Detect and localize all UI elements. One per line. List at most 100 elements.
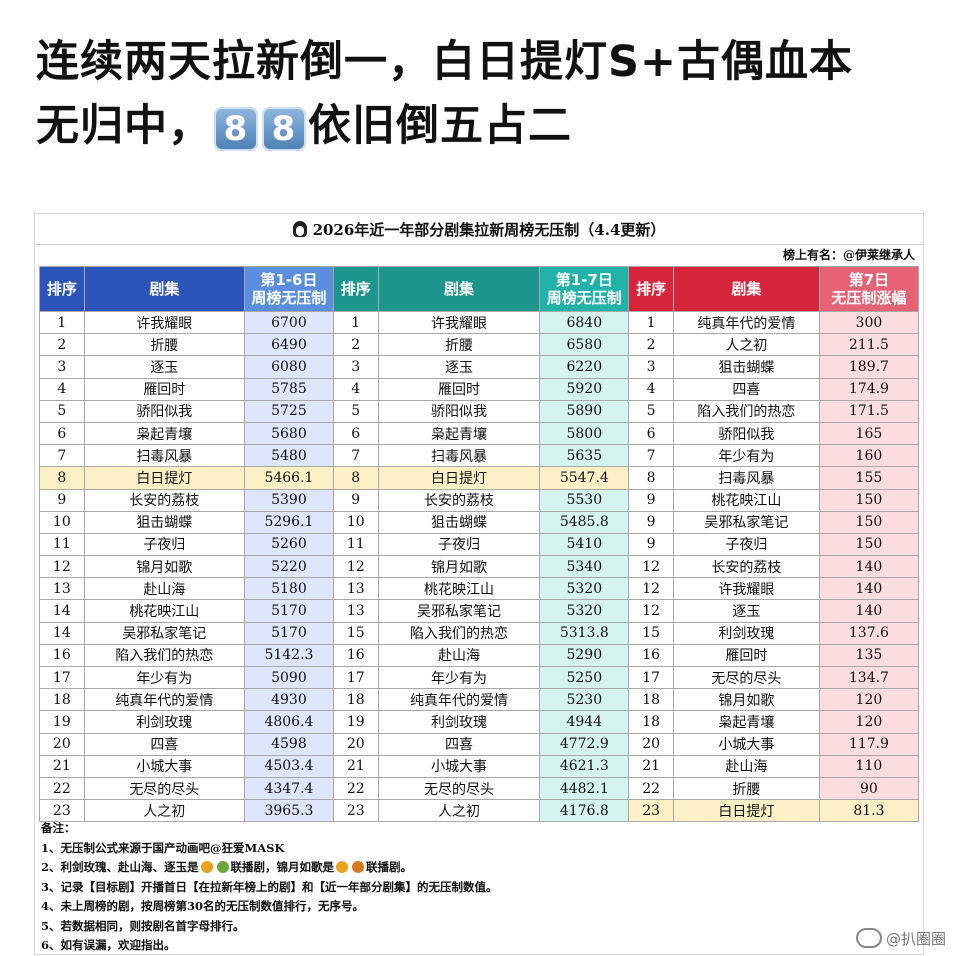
table-cell: 许我耀眼 <box>672 577 820 601</box>
table-row: 6 枭起青壤 5680 6 枭起青壤 5800 6 骄阳似我 165 <box>39 421 920 446</box>
table-cell: 6080 <box>243 355 334 379</box>
card-title: 2026年近一年部分剧集拉新周榜无压制（4.4更新） <box>35 216 923 245</box>
table-cell: 四喜 <box>672 377 820 401</box>
table-row: 22 无尽的尽头 4347.4 22 无尽的尽头 4482.1 22 折腰 90 <box>39 776 920 801</box>
table-cell: 雁回时 <box>83 377 245 401</box>
table-cell: 5320 <box>539 577 630 601</box>
table-cell: 150 <box>818 488 920 512</box>
headline-line1: 连续两天拉新倒一，白日提灯S+古偶血本 <box>36 37 853 87</box>
table-cell: 189.7 <box>818 355 920 379</box>
table-cell: 赴山海 <box>83 577 245 601</box>
table-cell: 17 <box>332 665 379 690</box>
table-cell: 枭起青壤 <box>672 710 820 734</box>
table-cell: 陷入我们的热恋 <box>377 621 541 645</box>
table-cell: 150 <box>818 532 920 557</box>
headline-line2: 无归中， 8 8 依旧倒五占二 <box>36 94 936 158</box>
table-cell: 桃花映江山 <box>83 599 245 623</box>
table-cell: 子夜归 <box>83 532 245 557</box>
table-cell: 6700 <box>243 310 334 335</box>
header-day1-7: 第1-7日 周榜无压制 <box>539 266 630 312</box>
table-cell: 140 <box>818 577 920 601</box>
table-cell: 4621.3 <box>539 754 630 778</box>
table-cell: 利剑玫瑰 <box>83 710 245 734</box>
table-cell: 21 <box>628 754 674 778</box>
table-cell: 22 <box>628 776 674 801</box>
table-cell: 5485.8 <box>539 510 630 534</box>
table-cell: 4806.4 <box>243 710 334 734</box>
table-row: 5 骄阳似我 5725 5 骄阳似我 5890 5 陷入我们的热恋 171.5 <box>39 399 920 423</box>
table-cell: 逐玉 <box>377 355 541 379</box>
table-row: 2 折腰 6490 2 折腰 6580 2 人之初 211.5 <box>39 333 920 357</box>
table-cell: 狙击蝴蝶 <box>672 355 820 379</box>
table-row: 18 纯真年代的爱情 4930 18 纯真年代的爱情 5230 18 锦月如歌 120 <box>39 688 920 712</box>
table-cell: 长安的荔枝 <box>83 488 245 512</box>
table-cell: 12 <box>39 555 85 579</box>
table-cell: 15 <box>332 621 379 645</box>
table-cell: 扫毒风暴 <box>83 444 245 468</box>
table-cell: 13 <box>39 577 85 601</box>
table-cell: 无尽的尽头 <box>83 776 245 801</box>
table-cell: 6 <box>332 421 379 446</box>
table-cell: 1 <box>628 310 674 335</box>
table-cell: 23 <box>39 799 85 823</box>
table-cell: 12 <box>628 555 674 579</box>
table-cell: 狙击蝴蝶 <box>83 510 245 534</box>
table-row: 23 人之初 3965.3 23 人之初 4176.8 23 白日提灯 81.3 <box>39 799 920 823</box>
header-day7-gain: 第7日 无压制涨幅 <box>818 266 920 312</box>
table-cell: 14 <box>39 621 85 645</box>
table-cell: 5320 <box>539 599 630 623</box>
table-cell: 20 <box>332 732 379 756</box>
header-series: 剧集 <box>83 266 245 312</box>
table-cell: 120 <box>818 710 920 734</box>
platform-a-icon <box>200 861 213 873</box>
table-cell: 5547.4 <box>539 466 630 490</box>
table-row: 7 扫毒风暴 5480 7 扫毒风暴 5635 7 年少有为 160 <box>39 444 920 468</box>
table-cell: 11 <box>39 532 85 557</box>
table-cell: 赴山海 <box>377 643 541 668</box>
table-cell: 桃花映江山 <box>672 488 820 512</box>
notes-title: 备注： <box>41 821 76 835</box>
table-cell: 6 <box>628 421 674 446</box>
table-cell: 11 <box>332 532 379 557</box>
table-cell: 117.9 <box>818 732 920 756</box>
weibo-logo-icon <box>855 928 882 948</box>
table-cell: 白日提灯 <box>83 466 245 490</box>
table-cell: 3965.3 <box>243 799 334 823</box>
table-cell: 16 <box>628 643 674 668</box>
table-cell: 1 <box>39 310 85 335</box>
ranking-card: 2026年近一年部分剧集拉新周榜无压制（4.4更新） 榜上有名：@伊莱继承人 排… <box>34 213 924 955</box>
table-cell: 吴邪私家笔记 <box>672 510 820 534</box>
table-cell: 吴邪私家笔记 <box>377 599 541 623</box>
table-cell: 无尽的尽头 <box>672 665 820 690</box>
table-cell: 9 <box>628 488 674 512</box>
table-cell: 22 <box>39 776 85 801</box>
table-row: 4 雁回时 5785 4 雁回时 5920 4 四喜 174.9 <box>39 377 920 401</box>
table-row: 19 利剑玫瑰 4806.4 19 利剑玫瑰 4944 18 枭起青壤 120 <box>39 710 920 734</box>
table-cell: 5890 <box>539 399 630 423</box>
table-cell: 5680 <box>243 421 334 446</box>
table-cell: 4944 <box>539 710 630 734</box>
table-cell: 雁回时 <box>672 643 820 668</box>
table-cell: 5090 <box>243 665 334 690</box>
table-row: 9 长安的荔枝 5390 9 长安的荔枝 5530 9 桃花映江山 150 <box>39 488 920 512</box>
table-cell: 狙击蝴蝶 <box>377 510 541 534</box>
note-5: 5、若数据相同，则按剧名首字母排行。 <box>41 918 245 933</box>
table-cell: 9 <box>39 488 85 512</box>
table-cell: 5180 <box>243 577 334 601</box>
watermark: @扒圈圈 <box>855 928 946 949</box>
table-cell: 人之初 <box>377 799 541 823</box>
table-cell: 15 <box>628 621 674 645</box>
table-cell: 骄阳似我 <box>377 399 541 423</box>
table-cell: 5296.1 <box>243 510 334 534</box>
table-cell: 陷入我们的热恋 <box>672 399 820 423</box>
headline: 连续两天拉新倒一，白日提灯S+古偶血本 无归中， 8 8 依旧倒五占二 <box>36 30 936 158</box>
table-cell: 10 <box>332 510 379 534</box>
table-cell: 12 <box>628 577 674 601</box>
table-cell: 折腰 <box>377 333 541 357</box>
table-cell: 20 <box>628 732 674 756</box>
table-cell: 18 <box>628 688 674 712</box>
table-cell: 5390 <box>243 488 334 512</box>
note-6: 6、如有误漏，欢迎指出。 <box>41 938 176 952</box>
table-cell: 5480 <box>243 444 334 468</box>
table-cell: 锦月如歌 <box>377 555 541 579</box>
